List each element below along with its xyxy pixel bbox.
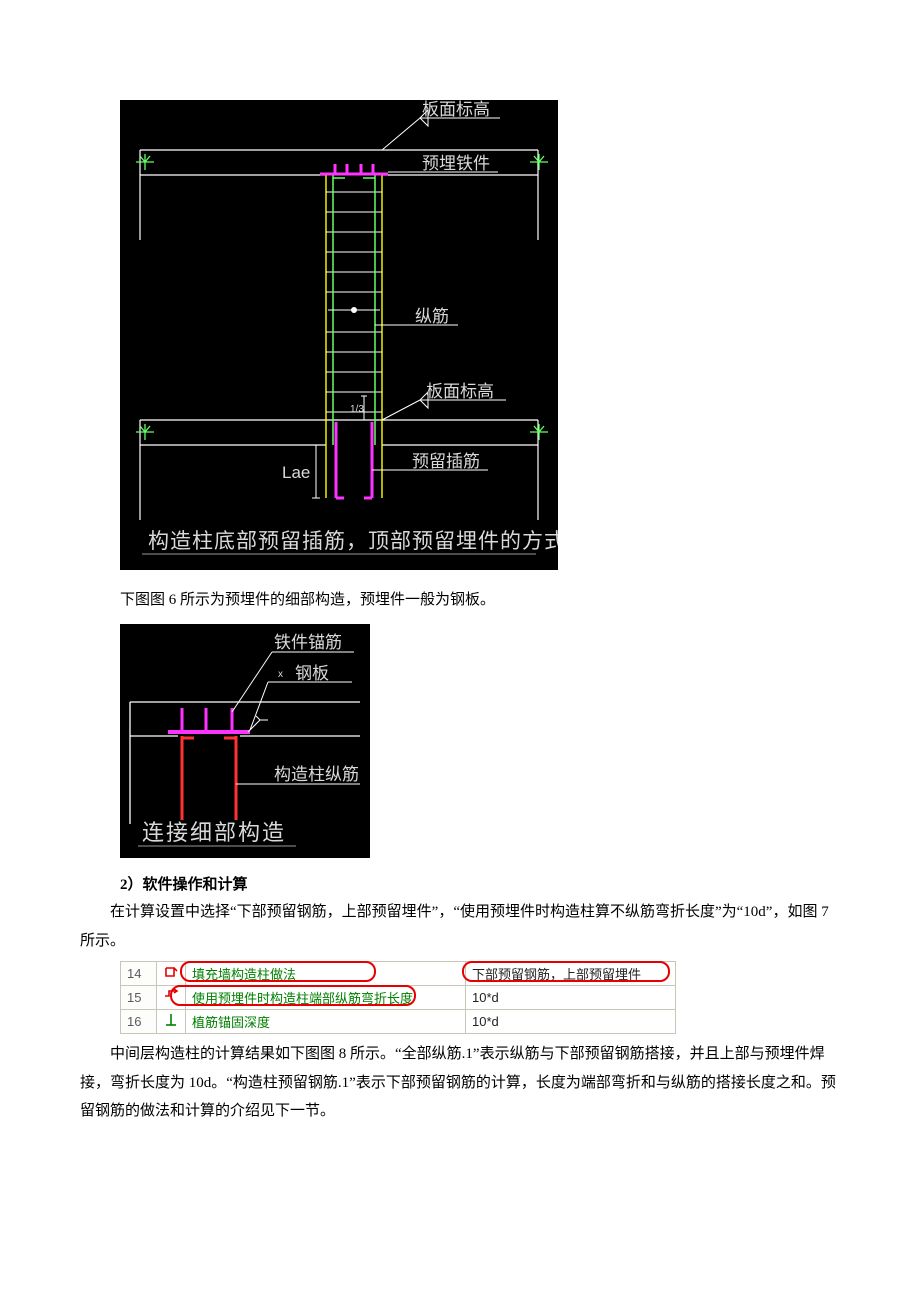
label-column-bar: 构造柱纵筋: [274, 765, 359, 784]
figure6-caption: 下图图 6 所示为预埋件的细部构造，预埋件一般为钢板。: [120, 587, 860, 614]
row-num: 14: [121, 962, 157, 986]
label-anchor-bar: 铁件锚筋: [274, 633, 342, 652]
label-slab-upper: 板面标高: [422, 100, 490, 119]
drawing2-caption: 连接细部构造: [142, 820, 286, 845]
label-lae: Lae: [282, 463, 310, 482]
label-longitudinal: 纵筋: [415, 307, 449, 326]
section-heading: 2）软件操作和计算: [120, 873, 860, 894]
structural-drawing-1: Lae 1/3 板面标高 预埋铁件 纵筋 板面标高 预留插筋 构造柱底部: [120, 100, 860, 575]
structural-drawing-2: 铁件锚筋 钢板 x 构造柱纵筋 连接细部构造: [120, 624, 860, 863]
label-embedded: 预埋铁件: [422, 154, 490, 173]
row-label: 填充墙构造柱做法: [186, 962, 466, 986]
row-num: 16: [121, 1010, 157, 1034]
paragraph-1: 在计算设置中选择“下部预留钢筋，上部预留埋件”，“使用预埋件时构造柱算不纵筋弯折…: [80, 898, 840, 955]
row-num: 15: [121, 986, 157, 1010]
row-value: 10*d: [466, 1010, 676, 1034]
label-dowel: 预留插筋: [412, 452, 480, 471]
label-steel-plate: 钢板: [295, 664, 329, 683]
label-slab-lower: 板面标高: [426, 382, 494, 401]
row-value: 下部预留钢筋，上部预留埋件: [466, 962, 676, 986]
row-label: 使用预埋件时构造柱端部纵筋弯折长度: [186, 986, 466, 1010]
settings-table: 14 填充墙构造柱做法 下部预留钢筋，上部预留埋件 15 使用预埋件时构造柱端部…: [120, 961, 860, 1034]
paragraph-2: 中间层构造柱的计算结果如下图图 8 所示。“全部纵筋.1”表示纵筋与下部预留钢筋…: [80, 1040, 840, 1126]
row-icon: [157, 1010, 186, 1034]
row-value: 10*d: [466, 986, 676, 1010]
svg-text:1/3: 1/3: [350, 404, 364, 415]
svg-text:x: x: [278, 669, 283, 680]
row-label: 植筋锚固深度: [186, 1010, 466, 1034]
drawing1-caption: 构造柱底部预留插筋，顶部预留埋件的方式施工: [148, 530, 558, 553]
row-icon: [157, 986, 186, 1010]
row-icon: [157, 962, 186, 986]
